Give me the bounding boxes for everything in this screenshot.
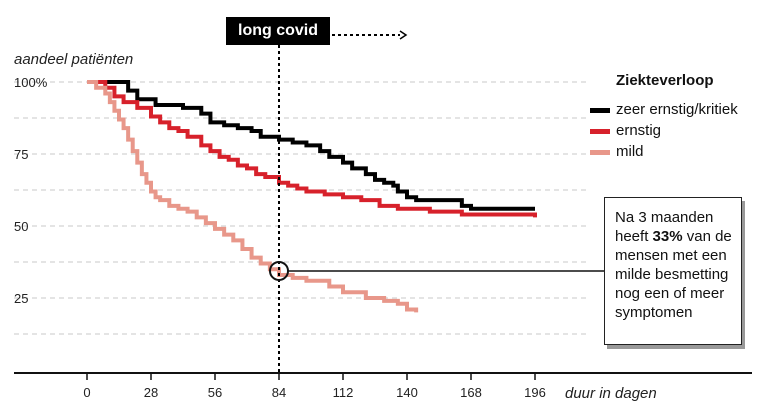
legend-title: Ziekteverloop — [616, 72, 714, 89]
x-tick-label: 28 — [144, 385, 158, 400]
series-group — [87, 80, 537, 313]
legend-swatch — [590, 129, 610, 134]
legend-swatch — [590, 108, 610, 113]
y-tick-label: 100% — [14, 75, 48, 90]
marker-circle — [269, 260, 289, 281]
legend-swatch — [590, 150, 610, 155]
y-axis-label: aandeel patiënten — [14, 51, 134, 68]
y-tick-label: 50 — [14, 219, 28, 234]
x-tick-label: 0 — [83, 385, 90, 400]
x-tick-label: 84 — [272, 385, 286, 400]
callout-text-1: Na 3 maanden heeft — [615, 209, 714, 245]
x-tick-label: 112 — [333, 385, 354, 400]
legend-label: ernstig — [616, 122, 662, 139]
series-line-ernstig — [87, 80, 537, 218]
y-tick-label: 75 — [14, 147, 28, 162]
annotations — [269, 30, 604, 373]
callout-box: Na 3 maanden heeft 33% van de mensen met… — [604, 197, 742, 345]
x-axis-label: duur in dagen — [565, 385, 657, 402]
callout-highlight: 33% — [652, 228, 683, 245]
x-tick-label: 56 — [208, 385, 222, 400]
x-tick-label: 196 — [524, 385, 546, 400]
series-line-mild — [87, 80, 419, 313]
x-tick-label: 140 — [396, 385, 418, 400]
x-axis: 0 28 56 84 112 140 168 196 — [14, 372, 752, 400]
series-line-zeer-ernstig-kritiek — [87, 80, 535, 211]
arrow-head-icon — [399, 30, 408, 40]
long-covid-banner: long covid — [226, 17, 330, 45]
legend-label: mild — [616, 143, 644, 160]
legend-label: zeer ernstig/kritiek — [616, 101, 738, 118]
callout-text-2: van de mensen met een milde besmetting n… — [615, 228, 732, 321]
y-tick-label: 25 — [14, 291, 28, 306]
grid-lines: 100% 75 50 25 — [14, 75, 590, 335]
x-tick-label: 168 — [460, 385, 482, 400]
